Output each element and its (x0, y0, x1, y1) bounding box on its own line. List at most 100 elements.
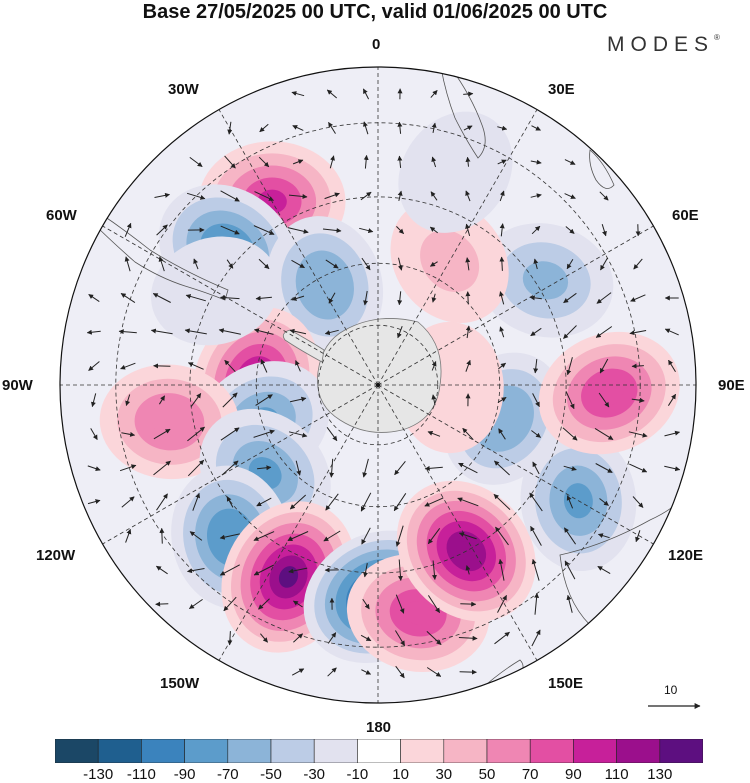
wind-arrow (632, 496, 644, 508)
wind-arrow (430, 90, 438, 98)
vector-reference-label: 10 (664, 683, 678, 697)
lon-label-60e: 60E (672, 207, 699, 224)
wind-arrow (119, 464, 137, 472)
wind-arrow (566, 258, 574, 270)
wind-arrow (223, 596, 237, 612)
wind-arrow (224, 359, 236, 373)
colorbar-tick-label: -90 (173, 766, 196, 783)
wind-arrow (566, 495, 574, 509)
wind-arrow (531, 225, 541, 235)
wind-arrow (154, 192, 170, 198)
wind-arrow (427, 528, 441, 545)
wind-arrow (124, 222, 132, 237)
wind-arrow (260, 633, 268, 643)
wind-arrow (595, 463, 613, 473)
lon-label-150e: 150E (548, 675, 584, 692)
wind-arrow (287, 531, 309, 541)
antarctic-peninsula (282, 329, 325, 363)
wind-arrow (224, 155, 236, 169)
wind-arrow (227, 631, 233, 646)
anomaly-contour (595, 380, 624, 406)
wind-arrow (629, 330, 647, 336)
wind-arrow (258, 156, 270, 168)
latitude-circle (189, 196, 567, 574)
wind-arrow (533, 359, 539, 374)
wind-arrow (323, 530, 341, 542)
wind-arrow (564, 193, 576, 199)
wind-arrow (395, 594, 405, 614)
colorbar-swatch (616, 739, 661, 763)
wind-arrow (629, 463, 648, 473)
colorbar-swatch (55, 739, 99, 763)
colorbar-tick-label: -70 (216, 766, 239, 783)
wind-arrow (329, 458, 335, 478)
wind-arrow (595, 326, 613, 338)
wind-arrow (498, 558, 505, 581)
lon-label-90e: 90E (718, 377, 745, 394)
wind-arrow (564, 560, 576, 580)
wind-arrow (193, 258, 199, 270)
wind-arrow (424, 497, 444, 507)
madagascar (589, 149, 615, 189)
wind-arrow (360, 634, 372, 642)
wind-arrow (563, 465, 577, 471)
colorbar-swatch (270, 739, 315, 763)
wind-arrow (187, 362, 204, 370)
wind-arrow (497, 159, 507, 165)
wind-arrow (185, 294, 206, 302)
wind-arrow (430, 191, 438, 201)
wind-arrow (465, 291, 471, 305)
wind-arrow (258, 598, 270, 610)
wind-arrow (565, 391, 575, 410)
wind-arrow (155, 601, 169, 607)
wind-arrow (158, 256, 165, 272)
wind-arrow (664, 430, 680, 437)
wind-arrow (155, 565, 168, 575)
brand-logo: MODES® (607, 33, 720, 57)
wind-arrow (529, 295, 542, 301)
wind-arrow (289, 396, 307, 403)
wind-arrow (499, 256, 505, 271)
wind-arrow (361, 257, 371, 271)
colorbar-tick-label: -30 (303, 766, 326, 783)
wind-arrow (493, 494, 511, 510)
wind-arrow (220, 190, 240, 202)
lat-lon-grid (60, 67, 696, 703)
wind-arrow (254, 328, 274, 335)
wind-arrow (257, 465, 272, 471)
wind-arrow (397, 559, 403, 581)
wind-arrow (530, 159, 542, 165)
wind-arrow (429, 226, 439, 234)
wind-arrow (295, 460, 302, 476)
wind-arrow (460, 601, 477, 607)
wind-arrow (397, 291, 403, 306)
wind-arrow (289, 328, 307, 335)
wind-arrow (431, 122, 437, 133)
wind-arrow (291, 668, 305, 676)
wind-arrow (499, 291, 505, 305)
wind-arrow (184, 328, 207, 335)
wind-arrow (531, 430, 541, 438)
colorbar-swatch (97, 739, 142, 763)
anomaly-contour (403, 601, 433, 625)
wind-arrow (565, 226, 575, 234)
wind-arrow (431, 560, 437, 580)
wind-arrow (562, 427, 578, 441)
colorbar-swatch (443, 739, 488, 763)
wind-arrow (534, 592, 540, 615)
wind-arrow (458, 635, 478, 641)
wind-arrow (394, 460, 406, 476)
wind-arrow (362, 458, 369, 478)
wind-arrow (120, 362, 136, 370)
wind-arrow (150, 328, 173, 335)
wind-arrow (156, 224, 168, 236)
wind-arrow (124, 256, 131, 272)
wind-arrow (664, 465, 681, 472)
wind-arrow (288, 567, 308, 574)
wind-arrow (664, 328, 679, 336)
wind-arrow (498, 362, 506, 370)
wind-arrow (395, 665, 405, 679)
anomaly-cell (538, 331, 680, 455)
wind-arrow (494, 460, 510, 476)
wind-arrow (499, 223, 505, 237)
